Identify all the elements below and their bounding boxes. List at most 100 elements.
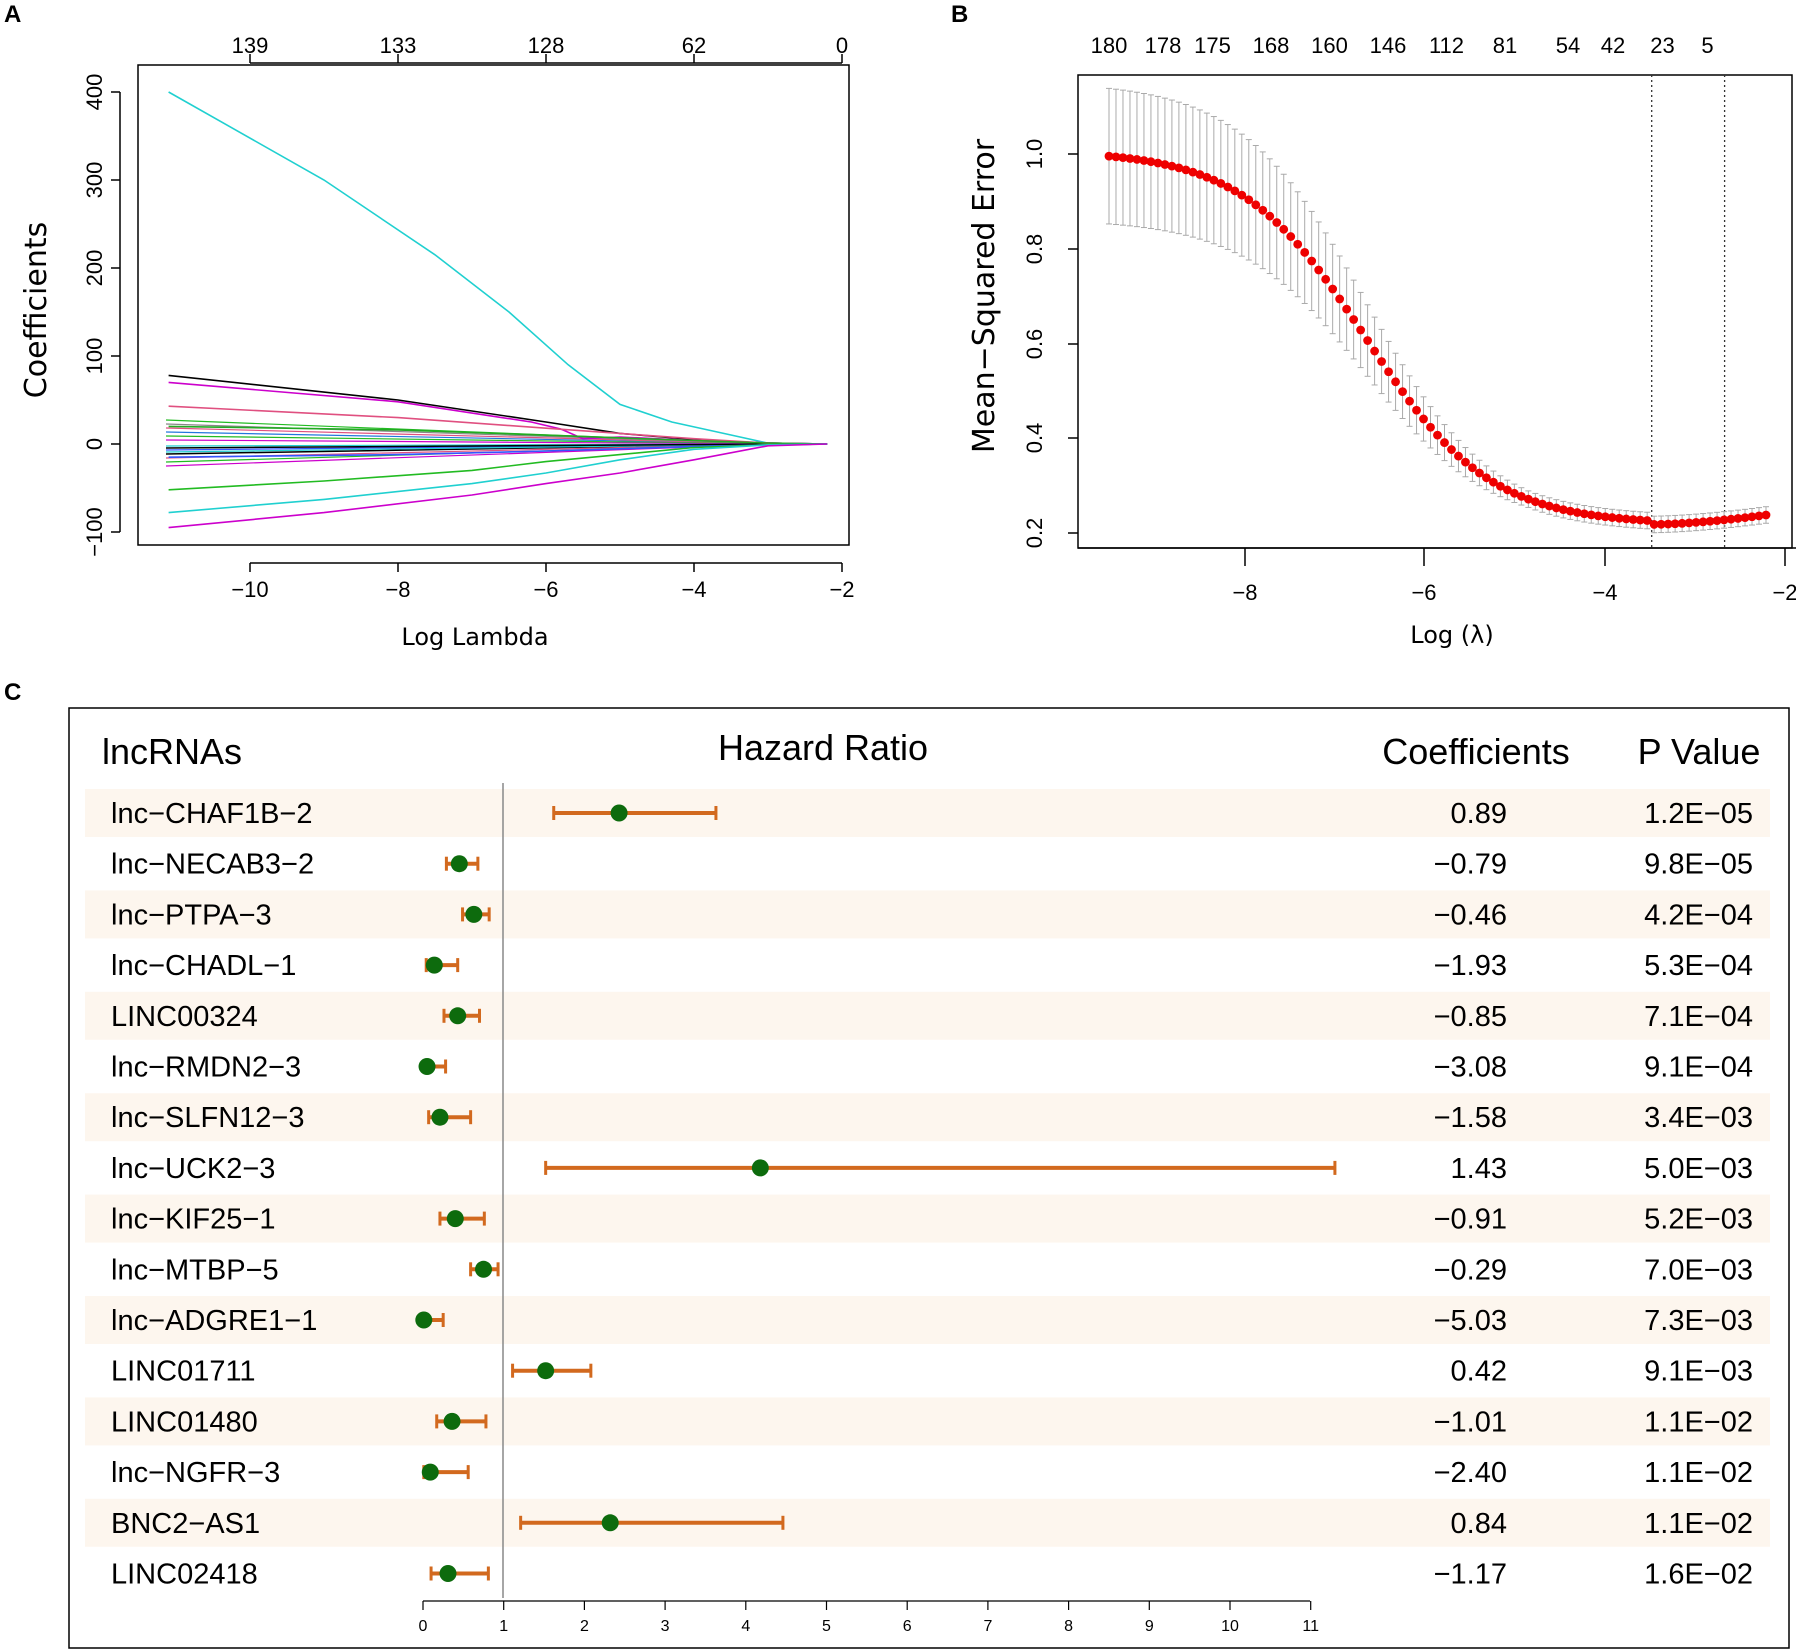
p-value: 9.1E−04: [1644, 1052, 1753, 1084]
panel-b-mse-point: [1740, 513, 1750, 523]
panel-a-y-ticks: −100 0 100 200 300 400: [82, 74, 120, 557]
coefficient-value: 0.84: [1451, 1508, 1507, 1540]
p-value: 4.2E−04: [1644, 899, 1753, 931]
lncrna-name: lnc−KIF25−1: [111, 1204, 275, 1236]
panel-b-mse-point: [1426, 422, 1435, 432]
p-value: 7.1E−04: [1644, 1001, 1753, 1033]
panel-b-top-tick-label: 168: [1253, 33, 1290, 58]
lncrna-name: BNC2−AS1: [111, 1508, 260, 1540]
panel-a-top-tick-label: 133: [380, 33, 417, 58]
forest-row: BNC2−AS1 0.84 1.1E−02: [111, 1508, 1753, 1540]
panel-b-mse-point: [1628, 515, 1638, 524]
coefficient-value: −1.93: [1434, 950, 1507, 982]
lncrna-name: LINC00324: [111, 1001, 258, 1033]
row-shading: [85, 1093, 1770, 1142]
panel-b-mse-point: [1558, 505, 1568, 515]
panel-b-mse-point: [1391, 377, 1400, 387]
coefficient-value: 0.42: [1451, 1356, 1507, 1388]
panel-a-y-tick-label: 200: [82, 250, 107, 287]
coefficient-value: −0.91: [1434, 1204, 1507, 1236]
panel-b-mse-point: [1139, 156, 1149, 165]
row-shading: [85, 890, 1770, 939]
panel-a-minor-path: [165, 431, 781, 445]
panel-a-x-tick-label: −6: [533, 577, 558, 602]
panel-b-mse-point: [1230, 186, 1240, 196]
panel-a-path-8: [168, 443, 828, 514]
panel-b-top-tick-label: 175: [1194, 33, 1231, 58]
panel-b-mse-point: [1342, 304, 1352, 314]
panel-b-mse-point: [1502, 485, 1512, 495]
row-shading: [85, 1194, 1770, 1243]
panel-b-mse-points: [1104, 151, 1771, 529]
panel-b-mse-point: [1440, 438, 1449, 447]
panel-b-mse-point: [1579, 509, 1589, 519]
panel-a-y-tick-label: 0: [82, 438, 107, 450]
panel-a-letter: A: [4, 1, 21, 28]
hazard-ratio-tick-label: 8: [1064, 1618, 1073, 1635]
coefficient-value: −2.40: [1434, 1457, 1507, 1489]
lncrna-name: LINC02418: [111, 1559, 258, 1591]
panel-b-mse-point: [1125, 154, 1135, 163]
forest-row: lnc−MTBP−5 −0.29 7.0E−03: [111, 1254, 1753, 1286]
panel-a-x-tick-label: −8: [385, 577, 410, 602]
lncrna-name: LINC01711: [111, 1356, 256, 1388]
panel-b-mse-point: [1146, 157, 1156, 167]
hazard-ratio-point: [465, 905, 483, 923]
p-value: 1.1E−02: [1644, 1508, 1753, 1540]
panel-b-mse-point: [1307, 256, 1317, 266]
hazard-ratio-point: [601, 1514, 619, 1532]
panel-a-top-tick-label: 0: [836, 33, 848, 58]
panel-a-path-5: [168, 425, 828, 445]
panel-b-mse-point: [1684, 518, 1694, 528]
coefficient-value: 0.89: [1451, 798, 1507, 830]
p-value: 1.6E−02: [1644, 1559, 1753, 1591]
panel-b-mse-point: [1174, 163, 1184, 173]
hazard-ratio-point: [415, 1311, 433, 1329]
panel-b-mse-point: [1586, 510, 1596, 520]
forest-row: lnc−ADGRE1−1 −5.03 7.3E−03: [111, 1305, 1753, 1337]
panel-b-mse-point: [1111, 152, 1121, 162]
forest-row: lnc−NECAB3−2 −0.79 9.8E−05: [111, 849, 1753, 881]
forest-row: lnc−KIF25−1 −0.91 5.2E−03: [111, 1204, 1753, 1236]
hazard-ratio-point: [537, 1362, 555, 1380]
panel-a-lasso-coefficient-plot: A −10 −8 −6 −4 −2 139 133 128: [4, 1, 855, 651]
panel-b-y-tick-label: 0.6: [1022, 329, 1047, 360]
panel-b-mse-point: [1419, 414, 1428, 424]
lncrna-name: lnc−CHAF1B−2: [111, 798, 313, 830]
panel-b-mse-point: [1209, 175, 1219, 185]
panel-b-x-tick-label: −2: [1772, 580, 1796, 605]
panel-b-top-tick-label: 180: [1091, 33, 1128, 58]
panel-b-mse-point: [1181, 165, 1191, 175]
panel-b-y-axis-title: Mean−Squared Error: [967, 138, 1002, 453]
panel-b-mse-point: [1516, 491, 1526, 501]
panel-a-x-ticks: −10 −8 −6 −4 −2: [231, 563, 855, 602]
panel-a-x-axis-title: Log Lambda: [401, 623, 548, 651]
panel-b-mse-point: [1719, 515, 1729, 525]
coefficient-value: −1.17: [1434, 1559, 1507, 1591]
row-shading: [85, 1397, 1770, 1446]
forest-row: lnc−CHADL−1 −1.93 5.3E−04: [111, 950, 1753, 982]
panel-b-mse-point: [1398, 387, 1407, 397]
panel-c-letter: C: [4, 679, 21, 706]
panel-a-top-tick-label: 128: [528, 33, 565, 58]
forest-row: lnc−PTPA−3 −0.46 4.2E−04: [111, 899, 1753, 931]
panel-b-mse-point: [1509, 488, 1519, 498]
panel-b-x-ticks: −8 −6 −4 −2: [1232, 548, 1796, 605]
panel-b-mse-point: [1712, 516, 1722, 525]
panel-b-mse-point: [1489, 477, 1498, 487]
panel-b-y-ticks: 0.2 0.4 0.6 0.8 1.0: [1022, 139, 1078, 548]
forest-row: LINC02418 −1.17 1.6E−02: [111, 1559, 1753, 1591]
column-header-lncrnas: lncRNAs: [102, 731, 242, 772]
forest-row: LINC01711 0.42 9.1E−03: [111, 1356, 1753, 1388]
row-shading: [85, 789, 1770, 837]
p-value: 5.0E−03: [1644, 1153, 1753, 1185]
p-value: 5.2E−03: [1644, 1204, 1753, 1236]
row-shading: [85, 991, 1770, 1040]
panel-b-mse-point: [1754, 511, 1764, 521]
hazard-ratio-tick-label: 11: [1302, 1618, 1319, 1635]
coefficient-value: −0.29: [1434, 1254, 1507, 1286]
coefficient-value: −3.08: [1434, 1052, 1507, 1084]
hazard-ratio-point: [418, 1058, 436, 1075]
hazard-ratio-point: [610, 804, 628, 822]
